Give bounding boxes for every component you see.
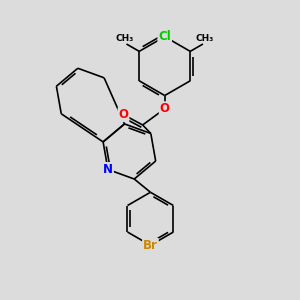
Text: O: O	[118, 108, 128, 121]
Text: Cl: Cl	[158, 30, 171, 43]
Text: Br: Br	[143, 239, 158, 252]
Text: CH₃: CH₃	[195, 34, 214, 43]
Text: CH₃: CH₃	[116, 34, 134, 43]
Text: O: O	[160, 102, 170, 115]
Text: N: N	[103, 163, 113, 176]
